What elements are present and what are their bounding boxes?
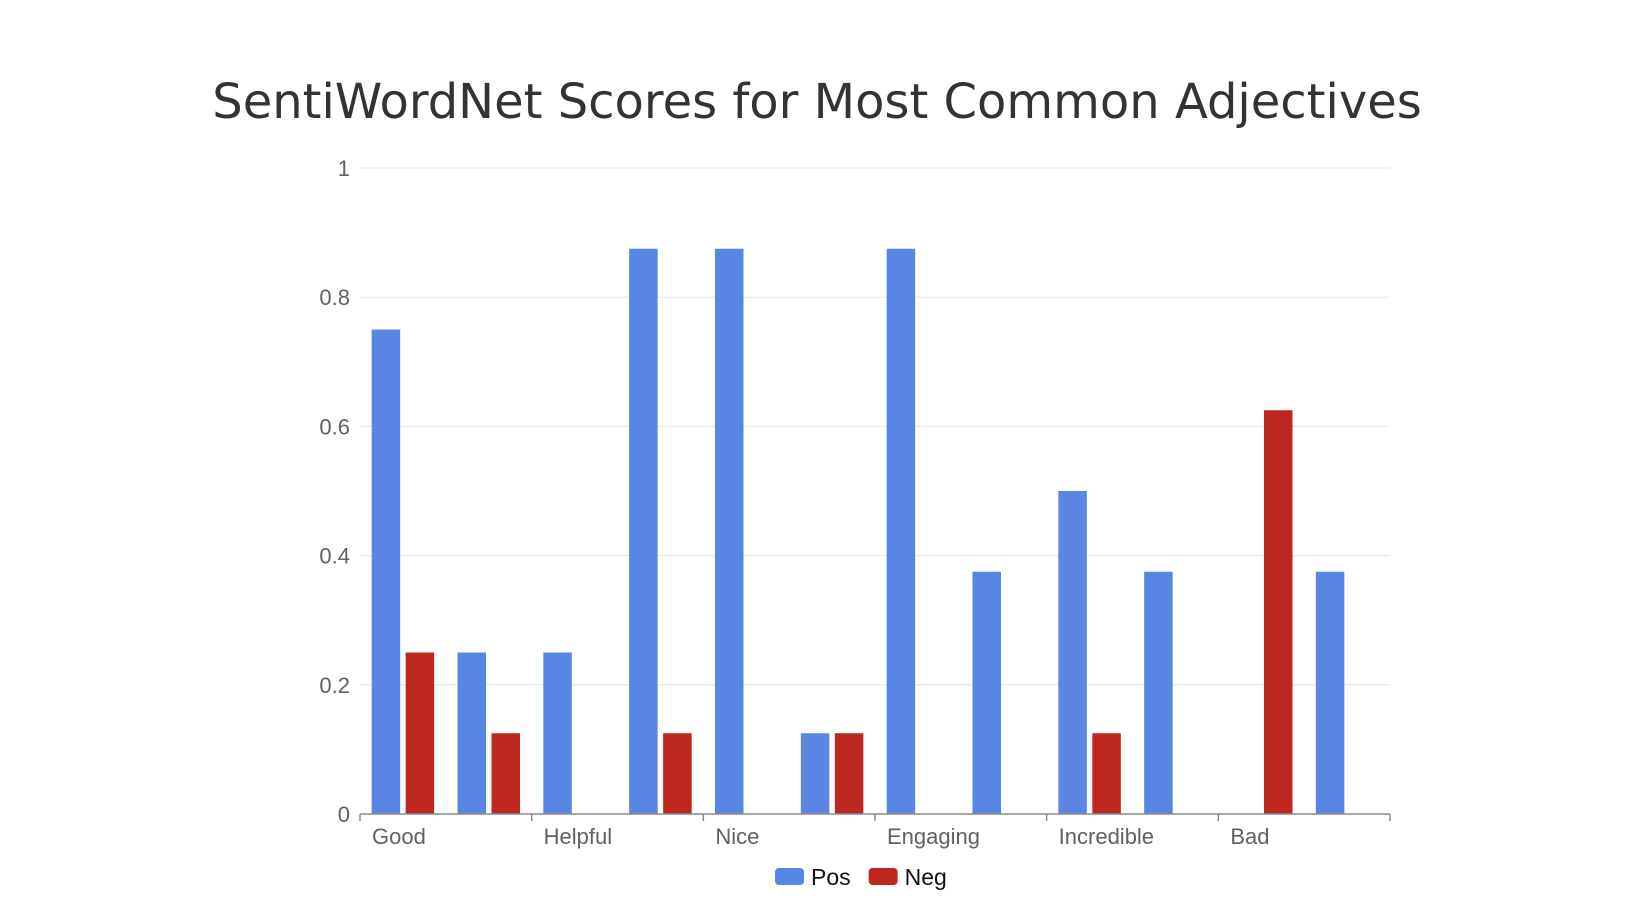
bar-pos-5 xyxy=(800,733,830,814)
legend-swatch-neg xyxy=(868,868,898,885)
y-tick-label: 0.8 xyxy=(319,285,350,310)
category-label: Good xyxy=(372,824,426,849)
bar-pos-8 xyxy=(1058,491,1087,814)
y-tick-label: 1 xyxy=(338,156,350,181)
bar-neg-8 xyxy=(1092,733,1121,814)
bar-pos-11 xyxy=(1315,571,1345,814)
y-tick-label: 0.2 xyxy=(319,673,350,698)
bar-pos-1 xyxy=(457,652,486,814)
category-label: Helpful xyxy=(544,824,612,849)
legend: Pos Neg xyxy=(775,864,947,890)
legend-label-pos: Pos xyxy=(811,864,851,890)
y-axis-ticks: 0 0.2 0.4 0.6 0.8 1 xyxy=(319,156,350,827)
bar-pos-2 xyxy=(543,652,572,814)
bar-pos-0 xyxy=(371,329,401,814)
bars xyxy=(371,248,1345,814)
bar-pos-6 xyxy=(886,248,916,814)
category-labels: Good Helpful Nice Engaging Incredible Bad xyxy=(372,824,1269,849)
bar-pos-4 xyxy=(715,248,744,814)
category-label: Incredible xyxy=(1059,824,1154,849)
bar-neg-1 xyxy=(491,733,520,814)
legend-label-neg: Neg xyxy=(905,864,947,890)
y-tick-label: 0 xyxy=(338,802,350,827)
chart-title: SentiWordNet Scores for Most Common Adje… xyxy=(212,74,1422,130)
bar-neg-3 xyxy=(663,733,692,814)
legend-swatch-pos xyxy=(775,868,804,885)
bar-pos-9 xyxy=(1144,571,1173,814)
bar-neg-5 xyxy=(834,733,864,814)
bar-neg-0 xyxy=(405,652,435,814)
x-axis xyxy=(359,813,1391,821)
bar-pos-3 xyxy=(629,248,658,814)
bar-pos-7 xyxy=(972,571,1001,814)
category-label: Nice xyxy=(715,824,759,849)
category-label: Engaging xyxy=(887,824,980,849)
y-tick-label: 0.6 xyxy=(319,414,350,439)
bar-neg-10 xyxy=(1264,410,1293,814)
category-label: Bad xyxy=(1230,824,1269,849)
grid-lines xyxy=(360,167,1390,686)
y-tick-label: 0.4 xyxy=(319,544,350,569)
